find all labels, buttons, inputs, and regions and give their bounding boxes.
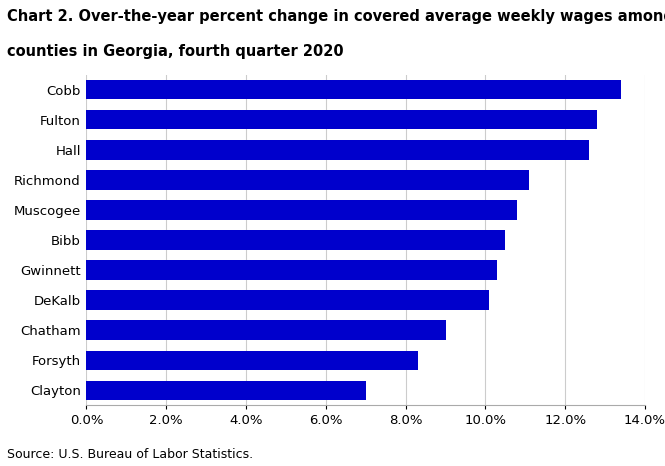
Bar [86,80,621,99]
Bar [86,350,418,370]
Text: Source: U.S. Bureau of Labor Statistics.: Source: U.S. Bureau of Labor Statistics. [7,448,253,461]
Bar [86,321,446,340]
Bar [86,230,505,250]
Bar [86,110,597,130]
Bar [86,200,517,219]
Bar [86,260,497,280]
Text: Chart 2. Over-the-year percent change in covered average weekly wages among  the: Chart 2. Over-the-year percent change in… [7,9,665,24]
Text: counties in Georgia, fourth quarter 2020: counties in Georgia, fourth quarter 2020 [7,44,343,59]
Bar [86,170,529,190]
Bar [86,381,366,400]
Bar [86,140,589,159]
Bar [86,290,489,310]
